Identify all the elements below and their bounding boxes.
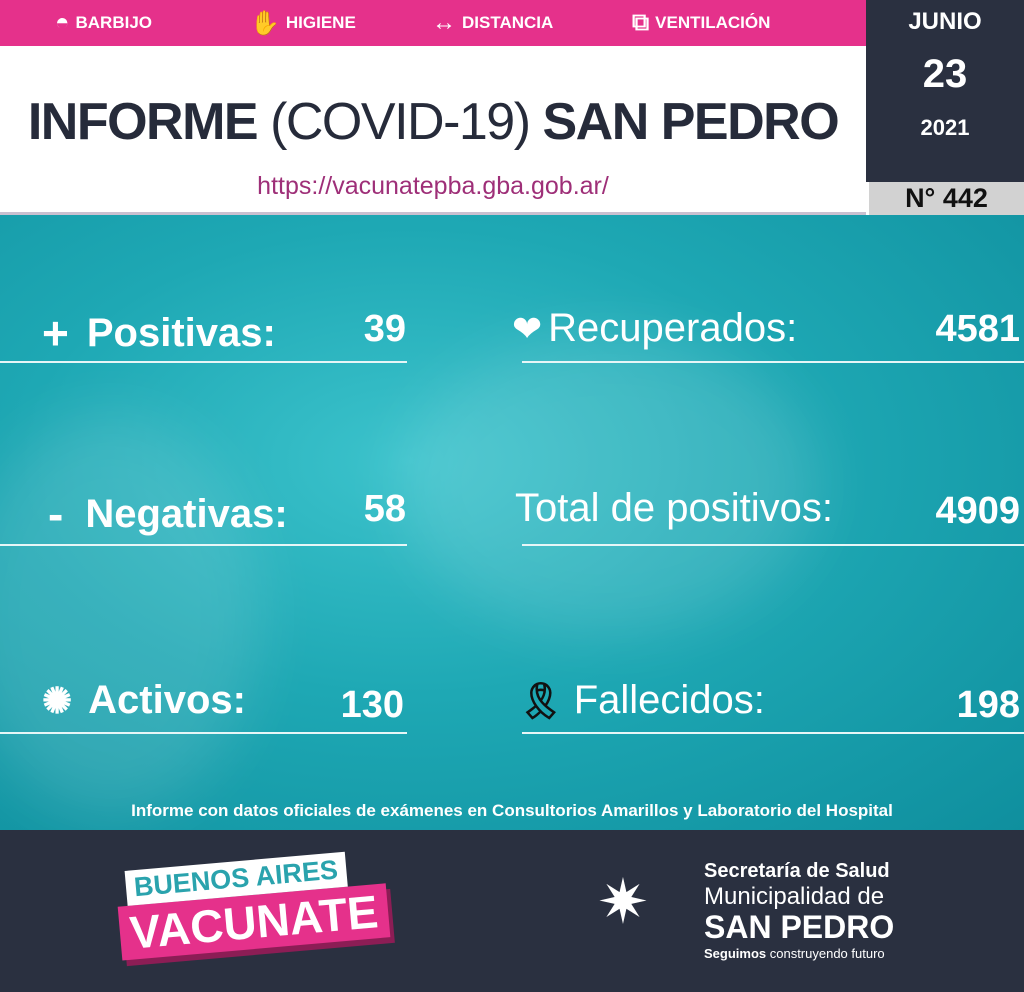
stat-label: Positivas: — [86, 310, 276, 355]
distance-icon: ↔ — [432, 9, 456, 36]
divider — [0, 732, 407, 734]
title-part: INFORME — [27, 93, 259, 151]
divider — [522, 544, 1024, 546]
stat-value-total: 4909 — [935, 490, 1020, 532]
date-box: JUNIO 23 2021 — [866, 0, 1024, 182]
report-number: N° 442 — [866, 182, 1024, 215]
stat-value-recuperados: 4581 — [935, 308, 1020, 350]
stat-label: Total de positivos: — [515, 486, 833, 530]
virus-icon: ✺ — [42, 679, 73, 721]
background-photo-glow — [400, 335, 820, 635]
stat-value-fallecidos: 198 — [956, 684, 1020, 726]
stat-value-positivas: 39 — [363, 308, 406, 350]
tip-ventilacion: ⧉ VENTILACIÓN — [632, 0, 770, 46]
date-year: 2021 — [920, 115, 970, 140]
mourning-ribbon-icon: 🎗 — [518, 679, 564, 721]
stat-value-activos: 130 — [340, 684, 404, 726]
stat-label: Recuperados: — [548, 306, 798, 350]
stat-recuperados: ❤ Recuperados: — [512, 306, 797, 351]
stat-total-positivos: Total de positivos: — [515, 486, 833, 531]
municipality-logo-text: Secretaría de Salud Municipalidad de SAN… — [704, 860, 894, 961]
stat-value-negativas: 58 — [363, 488, 406, 530]
date-month: JUNIO — [908, 8, 982, 35]
title-part: SAN PEDRO — [542, 93, 840, 151]
org-line: Municipalidad de — [704, 883, 885, 910]
tip-label: DISTANCIA — [462, 13, 554, 32]
stat-positivas: + Positivas: — [42, 306, 276, 360]
plus-icon: + — [42, 307, 69, 359]
stat-label: Activos: — [88, 678, 246, 722]
heart-circle-icon: ❤ — [512, 307, 543, 349]
handwash-icon: ✋ — [250, 9, 280, 37]
stat-fallecidos: 🎗 Fallecidos: — [518, 678, 765, 723]
date-day: 23 — [922, 52, 968, 96]
divider — [522, 732, 1024, 734]
stat-activos: ✺ Activos: — [42, 678, 246, 723]
tip-label: HIGIENE — [285, 13, 356, 32]
stat-negativas: - Negativas: — [48, 487, 288, 541]
tip-distancia: ↔ DISTANCIA — [432, 0, 553, 46]
health-tips-bar: ◓ BARBIJO ✋ HIGIENE ↔ DISTANCIA ⧉ VENTILACIÓ… — [0, 0, 866, 46]
stat-label: Fallecidos: — [573, 678, 765, 722]
mask-icon: ◓ — [55, 9, 70, 36]
minus-icon: - — [48, 488, 64, 540]
slogan: construyendo futuro — [766, 946, 885, 961]
tip-label: VENTILACIÓN — [655, 13, 771, 32]
divider — [522, 361, 1024, 363]
tip-barbijo: ◓ BARBIJO — [55, 0, 152, 46]
footer: BUENOS AIRES VACUNATE ✷ Secretaría de Sa… — [0, 830, 1024, 992]
data-source-note: Informe con datos oficiales de exámenes … — [131, 801, 893, 820]
slogan: Seguimos — [704, 946, 767, 961]
window-icon: ⧉ — [632, 9, 650, 36]
tip-higiene: ✋ HIGIENE — [250, 0, 356, 46]
vaccine-url: https://vacunatepba.gba.gob.ar/ — [257, 172, 609, 200]
tip-label: BARBIJO — [75, 13, 153, 32]
divider — [0, 544, 407, 546]
background-photo-glow — [0, 415, 260, 815]
vacunate-logo: BUENOS AIRES VACUNATE — [115, 848, 391, 961]
san-pedro-emblem-icon: ✷ — [597, 868, 649, 937]
title-part: (COVID-19) — [270, 93, 531, 151]
divider — [0, 361, 407, 363]
stat-label: Negativas: — [85, 491, 288, 536]
page-title: INFORME (COVID-19) SAN PEDRO — [0, 92, 866, 152]
org-line: Secretaría de Salud — [704, 860, 890, 882]
stats-panel — [0, 215, 1024, 830]
title-band — [0, 46, 866, 215]
org-line: SAN PEDRO — [704, 909, 895, 945]
